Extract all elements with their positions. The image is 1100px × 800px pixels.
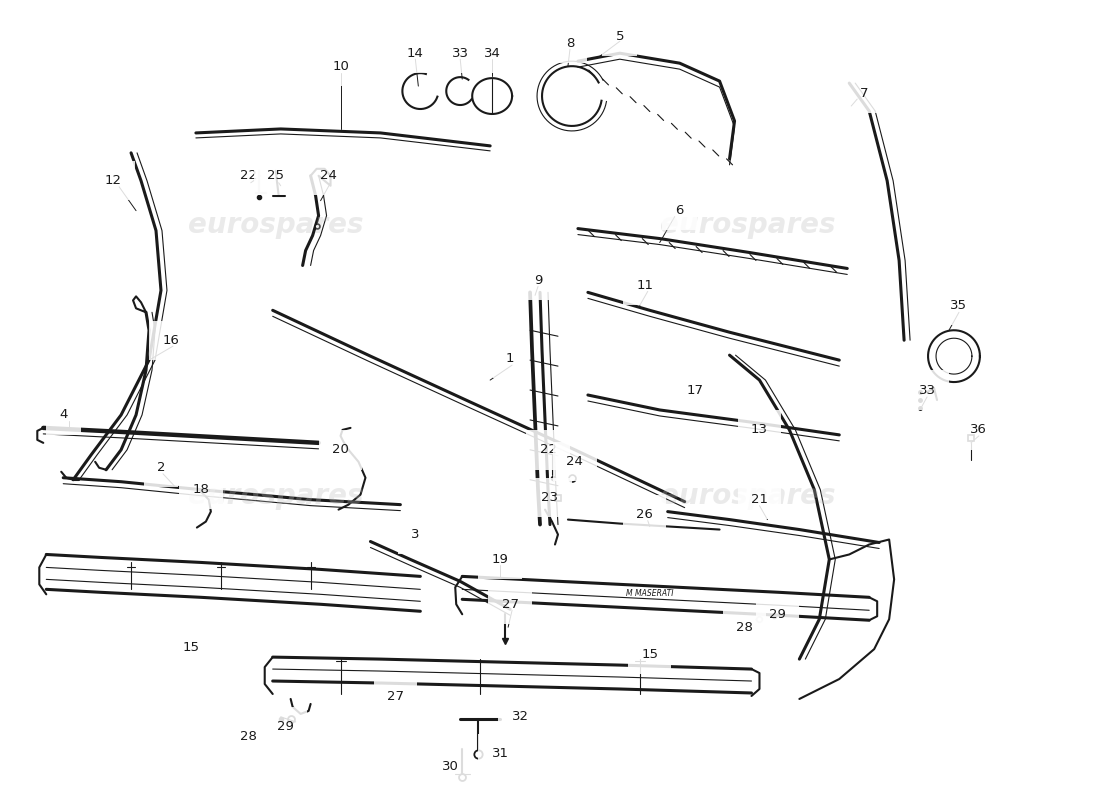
Text: 31: 31 [492,747,508,760]
Text: 34: 34 [484,46,500,60]
Text: 20: 20 [332,443,349,456]
Text: 15: 15 [183,641,199,654]
Text: 15: 15 [641,648,658,661]
Text: 7: 7 [860,86,869,99]
Text: 29: 29 [769,608,785,621]
Text: 26: 26 [636,508,653,521]
Text: 6: 6 [675,204,684,217]
Text: 16: 16 [163,334,179,346]
Text: 1: 1 [506,352,515,365]
Text: 14: 14 [407,46,424,60]
Text: 8: 8 [565,37,574,50]
Text: 28: 28 [736,621,752,634]
Text: 11: 11 [636,279,653,292]
Text: M MASERATI: M MASERATI [626,589,673,598]
Text: 13: 13 [751,423,768,436]
Text: eurospares: eurospares [660,482,835,510]
Text: 29: 29 [277,720,294,734]
Text: 9: 9 [534,274,542,287]
Text: 18: 18 [192,483,209,496]
Text: 32: 32 [512,710,529,723]
Text: 36: 36 [970,423,988,436]
Text: 28: 28 [240,730,257,743]
Text: 10: 10 [332,60,349,73]
Text: eurospares: eurospares [188,210,363,238]
Text: 2: 2 [156,462,165,474]
Text: 25: 25 [267,170,284,182]
Text: eurospares: eurospares [188,482,363,510]
Text: 30: 30 [442,760,459,774]
Text: eurospares: eurospares [660,210,835,238]
Text: 4: 4 [59,409,67,422]
Text: 19: 19 [492,553,508,566]
Text: 27: 27 [502,598,518,610]
Text: 27: 27 [387,690,404,703]
Text: 3: 3 [411,528,419,541]
Text: 5: 5 [616,30,624,42]
Text: 17: 17 [686,383,703,397]
Text: 22: 22 [539,443,557,456]
Text: 21: 21 [751,493,768,506]
Text: 35: 35 [950,299,968,312]
Text: 33: 33 [918,383,935,397]
Text: 22: 22 [240,170,257,182]
Text: 12: 12 [104,174,122,187]
Text: 33: 33 [452,46,469,60]
Text: 23: 23 [541,491,559,504]
Text: 24: 24 [566,455,583,468]
Text: 24: 24 [320,170,337,182]
